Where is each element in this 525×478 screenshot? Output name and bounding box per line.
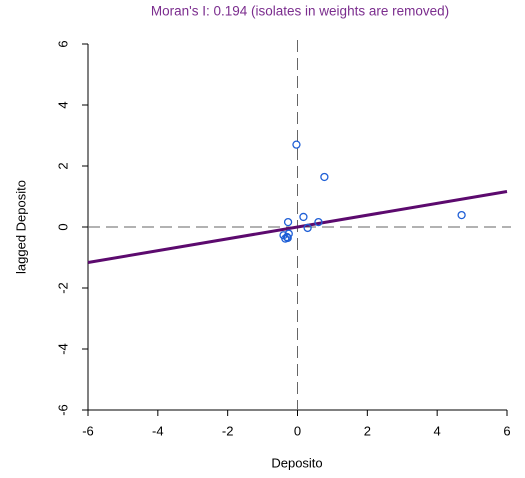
chart-title: Moran's I: 0.194 (isolates in weights ar… (151, 4, 449, 19)
x-tick-label: -2 (222, 423, 234, 438)
y-tick-label: 2 (55, 162, 70, 169)
point (320, 172, 329, 182)
y-tick-label: -6 (55, 404, 70, 416)
x-tick-label: 6 (503, 423, 510, 438)
point (292, 140, 301, 149)
point (283, 233, 292, 243)
y-tick-label: 6 (55, 40, 70, 47)
y-tick-label: 0 (55, 223, 70, 230)
y-tick-label: -4 (55, 343, 70, 355)
x-tick-label: -6 (82, 423, 94, 438)
y-tick-label: 4 (55, 101, 70, 108)
x-tick-label: -4 (152, 423, 164, 438)
x-axis-label: Deposito (271, 455, 322, 470)
point (457, 210, 466, 220)
regression-line (87, 190, 508, 264)
point (314, 217, 323, 227)
point (283, 217, 293, 227)
y-tick-label: -2 (55, 282, 70, 294)
x-tick-label: 2 (364, 423, 371, 438)
point (303, 223, 312, 233)
y-axis-label: lagged Deposito (13, 180, 28, 274)
x-tick-label: 4 (434, 423, 441, 438)
point (299, 212, 308, 222)
x-tick-label: 0 (294, 423, 301, 438)
